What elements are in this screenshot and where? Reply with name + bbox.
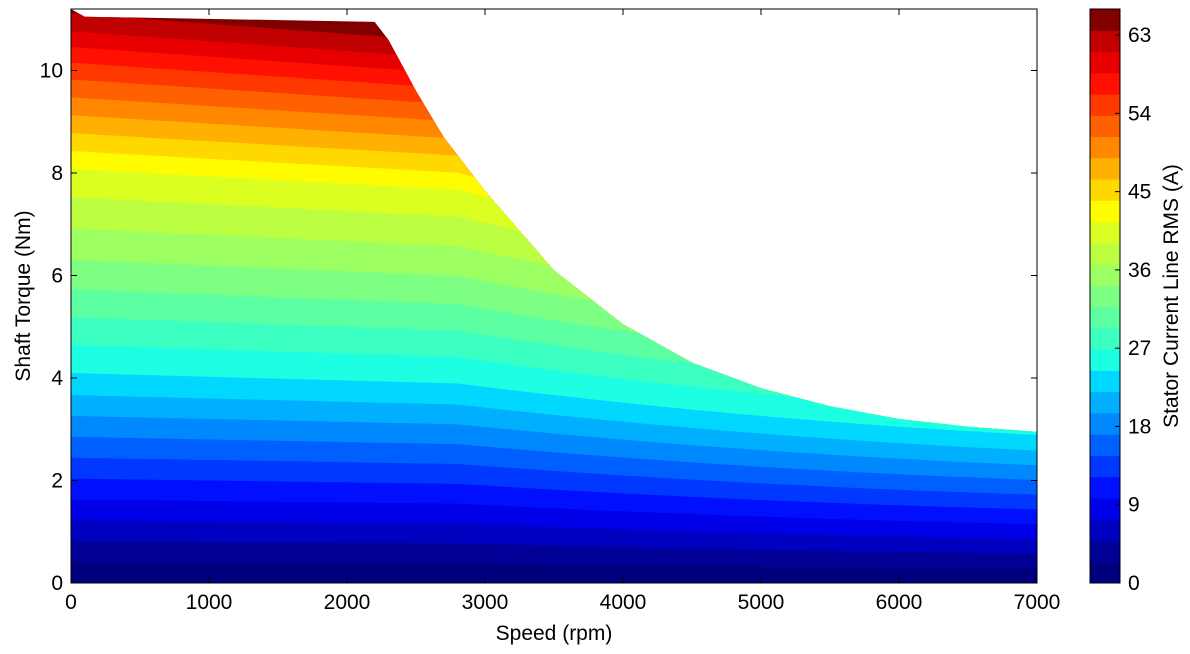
y-tick-label: 0 xyxy=(51,572,63,595)
y-axis-ticks: 0 2 4 6 8 10 xyxy=(40,60,1037,595)
colorbar-tick-label: 0 xyxy=(1128,572,1140,595)
colorbar-tick-label: 27 xyxy=(1128,337,1151,360)
colorbar-swatch xyxy=(1090,200,1120,223)
colorbar-tick-label: 54 xyxy=(1128,102,1152,125)
colorbar-swatch xyxy=(1090,264,1120,286)
y-tick-label: 2 xyxy=(51,470,63,493)
x-tick-label: 3000 xyxy=(462,591,509,614)
colorbar-swatch xyxy=(1090,30,1120,53)
colorbar-swatch xyxy=(1090,327,1120,350)
colorbar-swatch xyxy=(1090,497,1120,520)
colorbar-bands xyxy=(1090,9,1120,584)
colorbar-tick-label: 45 xyxy=(1128,181,1151,204)
colorbar-frame xyxy=(1089,8,1121,584)
colorbar-swatch xyxy=(1090,561,1120,584)
colorbar-swatch xyxy=(1090,221,1120,244)
colorbar-swatch xyxy=(1090,476,1120,499)
x-tick-label: 0 xyxy=(65,591,77,614)
y-tick-label: 4 xyxy=(51,367,63,390)
colorbar-tick-label: 9 xyxy=(1128,494,1140,517)
colorbar-swatch xyxy=(1090,540,1120,563)
x-tick-label: 6000 xyxy=(876,591,923,614)
x-tick-label: 5000 xyxy=(738,591,785,614)
colorbar-swatch xyxy=(1090,72,1120,95)
y-tick-label: 6 xyxy=(51,265,63,288)
colorbar-swatch xyxy=(1090,136,1120,159)
colorbar-tick-label: 63 xyxy=(1128,24,1151,47)
colorbar: 0 9 18 27 36 45 54 63 Stator Current Line RMS (… xyxy=(1089,8,1183,595)
colorbar-swatch xyxy=(1090,9,1120,31)
colorbar-swatch xyxy=(1090,51,1120,74)
colorbar-ticks: 0 9 18 27 36 45 54 63 xyxy=(1115,24,1152,595)
plot-frame xyxy=(70,8,1038,584)
colorbar-swatch xyxy=(1090,157,1120,180)
x-tick-label: 1000 xyxy=(186,591,233,614)
colorbar-swatch xyxy=(1090,242,1120,265)
contour-band xyxy=(71,562,1037,583)
x-axis-title: Speed (rpm) xyxy=(496,622,613,645)
y-tick-label: 8 xyxy=(51,162,63,185)
plot-area xyxy=(70,8,1038,584)
x-tick-label: 2000 xyxy=(324,591,371,614)
colorbar-swatch xyxy=(1090,519,1120,541)
x-tick-label: 7000 xyxy=(1014,591,1061,614)
y-axis-title: Shaft Torque (Nm) xyxy=(12,210,35,381)
y-tick-label: 10 xyxy=(40,60,63,83)
colorbar-swatch xyxy=(1090,455,1120,478)
colorbar-swatch xyxy=(1090,179,1120,201)
colorbar-swatch xyxy=(1090,349,1120,371)
colorbar-swatch xyxy=(1090,285,1120,308)
colorbar-swatch xyxy=(1090,412,1120,435)
colorbar-swatch xyxy=(1090,115,1120,138)
colorbar-swatch xyxy=(1090,391,1120,414)
colorbar-title: Stator Current Line RMS (A) xyxy=(1160,164,1183,428)
x-axis-ticks: 0 1000 2000 3000 4000 5000 6000 7000 xyxy=(65,9,1060,614)
colorbar-swatch xyxy=(1090,306,1120,329)
colorbar-tick-label: 36 xyxy=(1128,259,1151,282)
x-tick-label: 4000 xyxy=(600,591,647,614)
colorbar-tick-label: 18 xyxy=(1128,415,1151,438)
colorbar-swatch xyxy=(1090,434,1120,456)
colorbar-swatch xyxy=(1090,370,1120,393)
colorbar-swatch xyxy=(1090,94,1120,116)
